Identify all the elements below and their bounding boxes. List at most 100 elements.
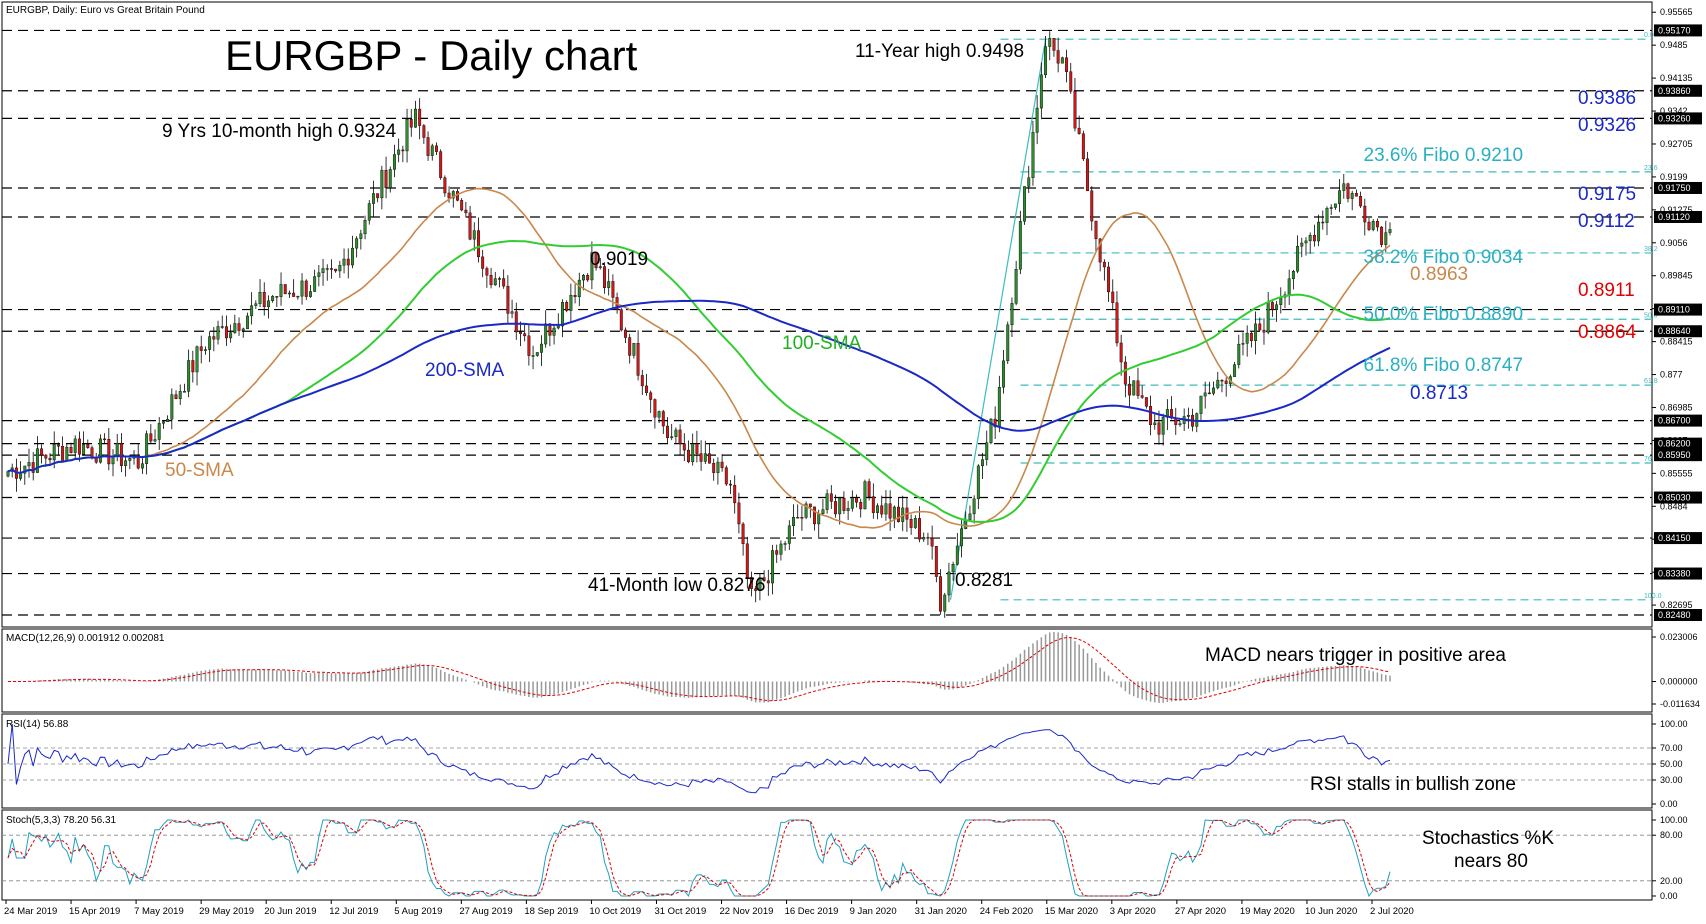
candle-body [414,108,417,128]
candle-body [334,268,338,272]
candle-body [502,278,506,287]
candle-body [1081,133,1085,160]
date-label: 5 Aug 2019 [394,906,442,917]
candle-body [1363,205,1367,223]
level-label: 38.2% Fibo 0.9034 [1364,247,1524,268]
candle-body [489,275,493,286]
price-tick-label: 0.877 [1660,370,1683,380]
price-level-label: 0.95170 [1658,25,1691,35]
price-tick-label: 0.86985 [1660,402,1693,412]
macd-tick-label: 0.000000 [1660,676,1698,686]
candle-body [603,266,606,288]
candle-body [266,300,270,308]
annotation-8281: 0.8281 [955,570,1013,591]
candle-body [695,443,699,454]
price-tick-label: 0.92705 [1660,139,1693,149]
date-label: 15 Apr 2019 [69,906,120,917]
price-tick-label: 0.88415 [1660,337,1693,347]
candle-body [850,497,854,509]
candle-body [443,177,447,194]
candle-body [1346,183,1350,199]
candle-body [1388,229,1392,233]
candle-body [1048,38,1052,47]
price-panel [1,1,1653,628]
candle-body [329,268,333,270]
candle-body [308,291,312,297]
price-tick-label: 0.94135 [1660,73,1693,83]
date-label: 27 Aug 2019 [459,906,512,917]
price-level-label: 0.86700 [1658,416,1691,426]
candle-body [485,268,489,276]
level-label: 61.8% Fibo 0.8747 [1364,355,1524,376]
candle-body [1132,380,1136,396]
price-level-box [1654,449,1702,462]
candle-body [535,352,539,356]
candle-body [82,444,86,455]
candle-body [157,423,161,440]
candle-body [44,454,48,459]
candle-body [829,493,833,502]
candle-body [1338,190,1342,205]
candle-body [258,292,262,304]
candle-body [1380,226,1384,245]
candle-body [897,506,900,522]
candle-body [388,169,392,188]
candle-body [103,438,107,441]
date-label: 27 Apr 2020 [1175,906,1226,917]
candle-body [35,448,39,473]
level-label: 0.9386 [1578,88,1636,109]
fibo-small-label: 50.0 [1644,312,1658,319]
candle-body [1069,71,1073,92]
candle-body [1254,323,1258,341]
candle-body [1275,304,1279,310]
candle-body [607,281,611,288]
date-label: 12 Jul 2019 [329,906,378,917]
candle-body [892,506,896,519]
candle-body [552,327,556,336]
candle-body [976,465,980,500]
candle-body [939,576,942,612]
price-level-box [1654,609,1702,621]
candle-body [304,280,308,297]
price-level-label: 0.82480 [1658,610,1691,620]
candle-body [771,550,774,584]
candle-body [371,193,375,204]
candle-body [1006,324,1010,362]
rsi-tick-label: 50.00 [1660,759,1683,769]
candle-body [1031,132,1035,179]
candle-body [716,461,720,473]
candle-body [313,276,317,292]
candle-body [48,457,52,461]
candle-body [712,463,716,473]
candle-body [296,295,300,298]
candle-body [338,265,342,272]
candle-body [161,421,165,424]
candle-body [540,343,543,353]
candle-body [930,537,934,547]
candle-body [821,509,825,514]
candle-body [145,433,149,464]
candle-body [1178,423,1182,425]
macd-comment: MACD nears trigger in positive area [1205,645,1506,666]
price-tick-label: 0.9056 [1660,238,1688,248]
candle-body [460,200,464,211]
candle-body [678,429,682,444]
candle-body [124,460,128,466]
candle-body [1115,302,1119,344]
candle-body [23,465,27,474]
candle-body [960,528,963,547]
candle-body [955,545,959,565]
candle-body [212,336,216,340]
macd-signal-line [8,637,1391,702]
candle-body [951,564,955,573]
candle-body [989,418,993,443]
date-label: 18 Sep 2019 [524,906,578,917]
stoch-tick-label: 80.00 [1660,830,1683,840]
candle-body [77,438,81,455]
candle-body [825,493,829,510]
candle-body [1086,158,1090,192]
symbol-line: EURGBP, Daily: Euro vs Great Britain Pou… [6,5,205,16]
candle-body [594,252,598,269]
price-tick-label: 0.85555 [1660,468,1693,478]
rsi-label: RSI(14) 56.88 [6,719,69,730]
